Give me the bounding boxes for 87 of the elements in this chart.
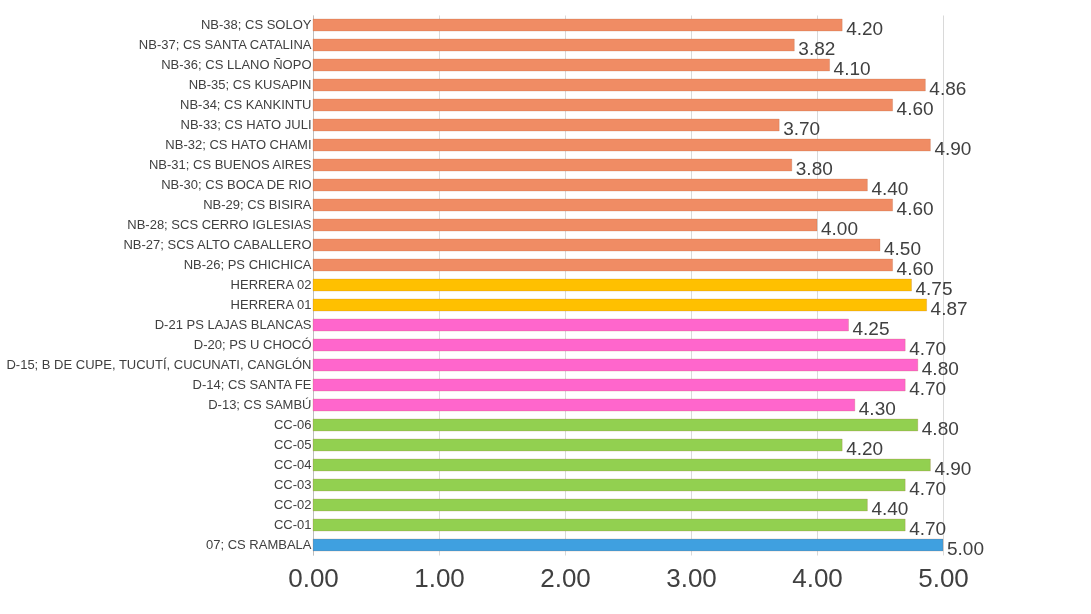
data-label: 4.70 <box>909 478 947 499</box>
y-tick-label: NB-30; CS BOCA DE RIO <box>161 177 312 192</box>
data-label: 4.90 <box>934 458 972 479</box>
bar <box>312 438 843 452</box>
y-tick-label: NB-33; CS HATO JULI <box>180 117 312 132</box>
bar <box>312 538 944 552</box>
x-tick-label: 0.00 <box>288 562 339 593</box>
y-tick-label: CC-04 <box>273 457 312 472</box>
data-label: 4.60 <box>896 198 934 219</box>
bar <box>312 418 919 432</box>
bar <box>312 198 893 212</box>
data-label: 4.90 <box>934 138 972 159</box>
data-label: 4.30 <box>858 398 896 419</box>
bar <box>312 298 927 312</box>
y-tick-label: NB-26; PS CHICHICA <box>183 257 312 272</box>
y-tick-label: NB-29; CS BISIRA <box>203 197 312 212</box>
data-label: 4.60 <box>896 98 934 119</box>
bar <box>312 278 912 292</box>
data-label: 5.00 <box>947 538 984 559</box>
bar <box>312 78 926 92</box>
data-label: 4.40 <box>871 178 909 199</box>
y-tick-label: NB-38; CS SOLOY <box>200 17 312 32</box>
data-label: 4.80 <box>921 418 959 439</box>
data-label: 4.60 <box>896 258 934 279</box>
y-tick-label: D-14; CS SANTA FE <box>192 377 312 392</box>
data-label: 4.10 <box>833 58 871 79</box>
bar <box>312 478 906 492</box>
bar <box>312 98 893 112</box>
y-tick-label: NB-28; SCS CERRO IGLESIAS <box>127 217 312 232</box>
y-tick-label: CC-05 <box>273 437 312 452</box>
y-tick-label: HERRERA 02 <box>230 277 312 292</box>
data-label: 3.80 <box>795 158 833 179</box>
data-label: 4.70 <box>909 378 947 399</box>
data-label: 3.82 <box>798 38 836 59</box>
y-tick-label: CC-03 <box>273 477 312 492</box>
y-tick-label: NB-35; CS KUSAPIN <box>188 77 312 92</box>
data-label: 4.25 <box>852 318 890 339</box>
bar <box>312 238 881 252</box>
data-label: 4.75 <box>915 278 953 299</box>
y-tick-label: D-13; CS SAMBÚ <box>208 397 312 412</box>
x-tick-label: 3.00 <box>666 562 717 593</box>
data-label: 4.20 <box>846 438 884 459</box>
y-tick-label: 07; CS RAMBALA <box>206 537 312 552</box>
x-tick-label: 1.00 <box>414 562 465 593</box>
y-tick-label: NB-31; CS BUENOS AIRES <box>148 157 312 172</box>
bar <box>312 118 780 132</box>
bar <box>312 498 868 512</box>
y-tick-label: D-20; PS U CHOCÓ <box>193 337 312 352</box>
data-label: 4.70 <box>909 338 947 359</box>
bar <box>312 318 849 332</box>
y-tick-label: CC-06 <box>273 417 312 432</box>
bar <box>312 218 818 232</box>
y-tick-label: NB-37; CS SANTA CATALINA <box>138 37 312 52</box>
x-tick-label: 2.00 <box>540 562 591 593</box>
bar <box>312 338 906 352</box>
data-label: 4.87 <box>930 298 968 319</box>
bar <box>312 58 830 72</box>
data-label: 3.70 <box>783 118 821 139</box>
bar <box>312 458 931 472</box>
y-tick-label: NB-27; SCS ALTO CABALLERO <box>123 237 312 252</box>
data-label: 4.50 <box>884 238 921 259</box>
bar <box>312 138 931 152</box>
data-label: 4.40 <box>871 498 909 519</box>
bar <box>312 158 793 172</box>
y-tick-label: NB-36; CS LLANO ÑOPO <box>161 57 312 72</box>
bar <box>312 358 919 372</box>
x-tick-label: 5.00 <box>918 562 969 593</box>
bar <box>312 398 856 412</box>
x-tick-label: 4.00 <box>792 562 843 593</box>
y-tick-label: D-21 PS LAJAS BLANCAS <box>154 317 312 332</box>
data-label: 4.70 <box>909 518 947 539</box>
bar <box>312 18 843 32</box>
bar <box>312 518 906 532</box>
data-label: 4.80 <box>921 358 959 379</box>
bar <box>312 38 795 52</box>
y-tick-label: NB-32; CS HATO CHAMI <box>165 137 312 152</box>
data-label: 4.86 <box>929 78 967 99</box>
y-tick-label: NB-34; CS KANKINTU <box>180 97 312 112</box>
y-tick-label: D-15; B DE CUPE, TUCUTÍ, CUCUNATI, CANGLÓN <box>6 357 312 372</box>
data-label: 4.20 <box>846 18 884 39</box>
y-tick-label: CC-02 <box>273 497 312 512</box>
bar <box>312 258 893 272</box>
y-tick-label: CC-01 <box>273 517 312 532</box>
bar <box>312 378 906 392</box>
data-label: 4.00 <box>821 218 858 239</box>
y-tick-label: HERRERA 01 <box>230 297 312 312</box>
bar <box>312 178 868 192</box>
